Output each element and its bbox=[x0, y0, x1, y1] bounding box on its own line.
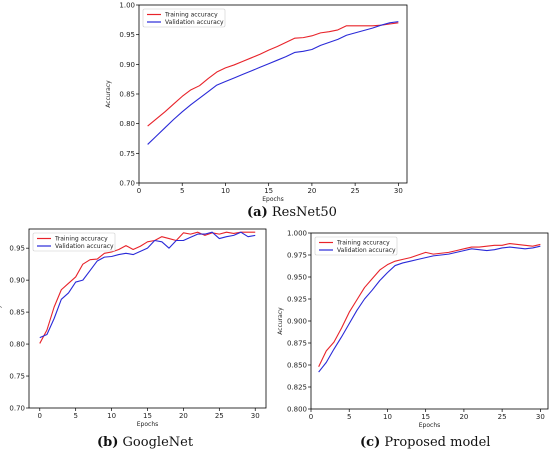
legend-box bbox=[142, 8, 226, 28]
x-tick-label: 10 bbox=[221, 187, 230, 195]
series-line-training bbox=[39, 231, 256, 344]
y-tick-label: 0.70 bbox=[119, 180, 135, 188]
legend-label: Training accuracy bbox=[164, 12, 218, 19]
x-tick-label: 20 bbox=[307, 187, 316, 195]
x-tick-label: 15 bbox=[264, 187, 273, 195]
y-tick-label: 0.95 bbox=[9, 245, 25, 253]
chart-0: 0 5 10 15 20 25 30 0.70 0.75 0.80 0.85 0.90 0.95 1.00… bbox=[105, 2, 408, 203]
x-tick-label: 15 bbox=[143, 412, 152, 420]
x-tick-label: 0 bbox=[137, 187, 141, 195]
y-tick-label: 1.000 bbox=[287, 230, 307, 238]
y-tick-label: 0.825 bbox=[287, 384, 307, 392]
x-tick-label: 5 bbox=[347, 413, 351, 421]
y-axis-label: Accuracy bbox=[277, 307, 284, 335]
chart-2: 0 5 10 15 20 25 30 0.800 0.825 0.850 0.875 0.900 0.9… bbox=[277, 230, 549, 429]
caption-c-letter: (c) bbox=[360, 435, 381, 450]
y-tick-label: 0.875 bbox=[287, 340, 307, 348]
series-line-training bbox=[318, 243, 541, 367]
y-tick-label: 0.80 bbox=[9, 341, 25, 349]
x-tick-label: 25 bbox=[498, 413, 507, 421]
caption-b-text: GoogleNet bbox=[122, 435, 194, 450]
y-tick-label: 0.95 bbox=[119, 31, 135, 39]
x-axis-label: Epochs bbox=[262, 196, 284, 203]
legend-label: Training accuracy bbox=[54, 236, 108, 243]
caption-b-letter: (b) bbox=[97, 435, 119, 450]
legend-box bbox=[32, 232, 116, 252]
legend-label: Validation accuracy bbox=[337, 247, 396, 254]
caption-a-letter: (a) bbox=[247, 205, 268, 220]
y-axis-label: Accuracy bbox=[105, 80, 112, 108]
caption-c: (c) Proposed model bbox=[360, 435, 490, 450]
plot-frame bbox=[28, 228, 267, 409]
y-tick-label: 0.85 bbox=[9, 309, 25, 317]
y-tick-label: 0.85 bbox=[119, 91, 135, 99]
y-tick-label: 0.900 bbox=[287, 318, 307, 326]
y-tick-label: 0.800 bbox=[287, 406, 307, 414]
y-tick-label: 0.75 bbox=[9, 373, 25, 381]
y-tick-label: 0.70 bbox=[9, 405, 25, 413]
x-tick-label: 0 bbox=[309, 413, 313, 421]
y-tick-label: 0.850 bbox=[287, 362, 307, 370]
y-tick-label: 0.925 bbox=[287, 296, 307, 304]
plot-frame bbox=[138, 4, 408, 184]
x-tick-label: 5 bbox=[180, 187, 184, 195]
x-tick-label: 10 bbox=[107, 412, 116, 420]
series-line-training bbox=[147, 22, 399, 127]
caption-a: (a) ResNet50 bbox=[247, 205, 337, 220]
x-tick-label: 30 bbox=[251, 412, 260, 420]
y-tick-label: 0.950 bbox=[287, 274, 307, 282]
plot-frame bbox=[310, 232, 549, 410]
legend-label: Validation accuracy bbox=[55, 243, 114, 250]
series-line-validation bbox=[147, 21, 399, 145]
y-axis-label: Accuracy bbox=[0, 304, 2, 332]
y-tick-label: 0.80 bbox=[119, 120, 135, 128]
y-tick-label: 1.00 bbox=[119, 2, 135, 10]
x-tick-label: 0 bbox=[38, 412, 42, 420]
legend-box bbox=[314, 236, 398, 256]
x-tick-label: 10 bbox=[383, 413, 392, 421]
x-tick-label: 25 bbox=[215, 412, 224, 420]
y-tick-label: 0.90 bbox=[9, 277, 25, 285]
y-tick-label: 0.975 bbox=[287, 252, 307, 260]
x-tick-label: 30 bbox=[536, 413, 545, 421]
legend-label: Validation accuracy bbox=[165, 19, 224, 26]
x-tick-label: 20 bbox=[459, 413, 468, 421]
y-tick-label: 0.75 bbox=[119, 150, 135, 158]
chart-1: 0 5 10 15 20 25 30 0.70 0.75 0.80 0.85 0.90 0.95 Epoc… bbox=[0, 228, 267, 428]
x-axis-label: Epochs bbox=[137, 421, 159, 428]
x-tick-label: 15 bbox=[421, 413, 430, 421]
series-line-validation bbox=[39, 231, 256, 339]
legend-label: Training accuracy bbox=[336, 240, 390, 247]
x-tick-label: 20 bbox=[179, 412, 188, 420]
x-tick-label: 30 bbox=[394, 187, 403, 195]
x-tick-label: 5 bbox=[73, 412, 77, 420]
caption-c-text: Proposed model bbox=[384, 435, 491, 450]
series-line-validation bbox=[318, 245, 541, 373]
y-tick-label: 0.90 bbox=[119, 61, 135, 69]
caption-a-text: ResNet50 bbox=[271, 205, 337, 220]
x-tick-label: 25 bbox=[351, 187, 360, 195]
x-axis-label: Epochs bbox=[419, 422, 441, 429]
caption-b: (b) GoogleNet bbox=[97, 435, 193, 450]
